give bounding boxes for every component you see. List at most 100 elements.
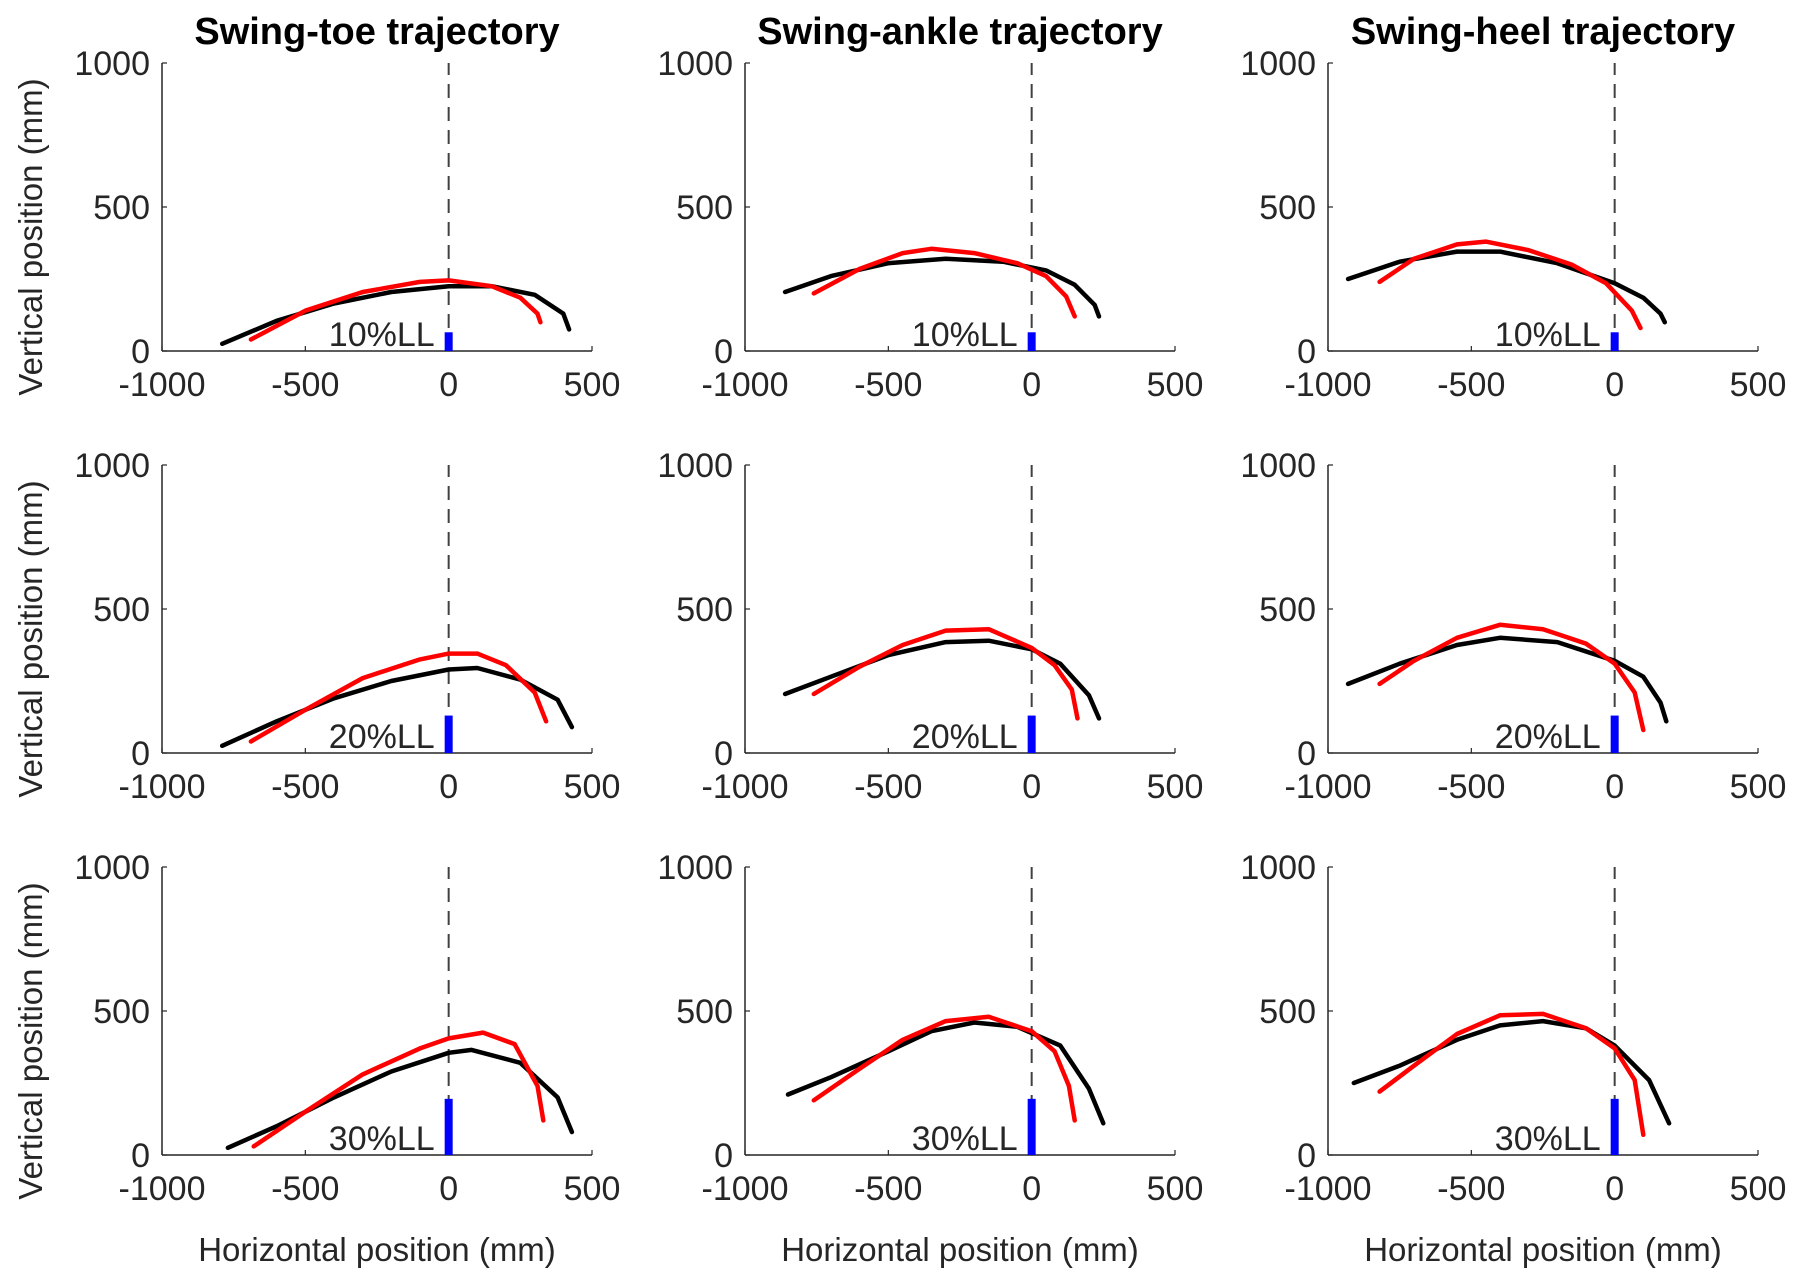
y-axis-label: Vertical position (mm)	[12, 480, 49, 797]
panel-r2-c2: -1000 -500 0 500 0 500 1000 20%LL	[657, 447, 1203, 806]
y-tick-label: 500	[93, 591, 150, 629]
y-tick-label: 0	[1297, 333, 1316, 371]
column-title: Swing-ankle trajectory	[757, 11, 1162, 53]
obstacle-bar	[1027, 1098, 1036, 1155]
x-tick-label: -500	[271, 768, 339, 806]
y-tick-label: 1000	[74, 447, 150, 485]
x-tick-label: -500	[271, 366, 339, 404]
x-tick-label: -1000	[119, 366, 206, 404]
trajectory-red-curve	[248, 278, 543, 342]
y-tick-label: 500	[1259, 993, 1316, 1031]
x-tick-label: -500	[854, 366, 922, 404]
x-tick-label: -1000	[1285, 366, 1372, 404]
x-tick-label: 0	[439, 366, 458, 404]
x-axis-label: Horizontal position (mm)	[1364, 1231, 1722, 1268]
obstacle-bar	[444, 332, 453, 351]
trajectory-red-curve	[811, 626, 1080, 721]
obstacle-bar	[1027, 332, 1036, 351]
y-tick-label: 1000	[1240, 849, 1316, 887]
x-tick-label: 0	[1022, 1170, 1041, 1208]
trajectory-black-curve	[782, 638, 1102, 721]
obstacle-label: 30%LL	[329, 1120, 435, 1158]
trajectory-black-curve	[1351, 1018, 1672, 1126]
obstacle-label: 10%LL	[329, 316, 435, 354]
obstacle-label: 10%LL	[912, 316, 1018, 354]
x-tick-label: -500	[1437, 1170, 1505, 1208]
obstacle-bar	[1610, 715, 1619, 753]
y-tick-label: 500	[676, 189, 733, 227]
x-tick-label: 500	[564, 768, 621, 806]
x-tick-label: 500	[1730, 366, 1787, 404]
panel-r2-c1: -1000 -500 0 500 0 500 1000 20%LL	[74, 447, 620, 806]
x-tick-label: -1000	[119, 1170, 206, 1208]
x-tick-label: -1000	[702, 768, 789, 806]
obstacle-label: 20%LL	[1495, 718, 1601, 756]
obstacle-label: 10%LL	[1495, 316, 1601, 354]
x-tick-label: -1000	[702, 1170, 789, 1208]
panel-r1-c3: -1000 -500 0 500 0 500 1000 10%LL	[1240, 45, 1786, 404]
x-tick-label: 500	[1147, 1170, 1204, 1208]
y-tick-label: 1000	[1240, 447, 1316, 485]
x-axis-label: Horizontal position (mm)	[781, 1231, 1139, 1268]
x-tick-label: -500	[1437, 366, 1505, 404]
y-tick-label: 1000	[1240, 45, 1316, 83]
obstacle-bar	[1610, 1098, 1619, 1155]
obstacle-bar	[1027, 715, 1036, 753]
y-tick-label: 0	[714, 1137, 733, 1175]
x-tick-label: 500	[1147, 768, 1204, 806]
x-tick-label: -1000	[119, 768, 206, 806]
x-tick-label: 0	[1022, 768, 1041, 806]
y-tick-label: 0	[714, 333, 733, 371]
y-tick-label: 1000	[657, 45, 733, 83]
column-title: Swing-toe trajectory	[194, 11, 559, 53]
x-axis-label: Horizontal position (mm)	[198, 1231, 556, 1268]
panel-r3-c1: -1000 -500 0 500 0 500 1000 30%LL	[74, 849, 620, 1208]
y-tick-label: 0	[1297, 735, 1316, 773]
panel-r2-c3: -1000 -500 0 500 0 500 1000 20%LL	[1240, 447, 1786, 806]
y-tick-label: 1000	[657, 849, 733, 887]
obstacle-label: 20%LL	[329, 718, 435, 756]
x-tick-label: -500	[271, 1170, 339, 1208]
y-tick-label: 0	[131, 735, 150, 773]
x-tick-label: 500	[564, 1170, 621, 1208]
y-tick-label: 500	[676, 591, 733, 629]
y-tick-label: 0	[131, 1137, 150, 1175]
panel-r3-c3: -1000 -500 0 500 0 500 1000 30%LL	[1240, 849, 1786, 1208]
x-tick-label: -1000	[702, 366, 789, 404]
trajectory-black-curve	[785, 1020, 1106, 1126]
x-tick-label: 0	[1022, 366, 1041, 404]
obstacle-bar	[1610, 332, 1619, 351]
obstacle-label: 30%LL	[1495, 1120, 1601, 1158]
x-tick-label: 0	[1605, 1170, 1624, 1208]
trajectory-red-curve	[1377, 622, 1646, 733]
panel-r3-c2: -1000 -500 0 500 0 500 1000 30%LL	[657, 849, 1203, 1208]
y-tick-label: 0	[714, 735, 733, 773]
trajectory-black-curve	[1345, 635, 1669, 724]
y-tick-label: 1000	[74, 45, 150, 83]
x-tick-label: 0	[439, 768, 458, 806]
y-tick-label: 1000	[657, 447, 733, 485]
x-tick-label: 500	[1730, 1170, 1787, 1208]
trajectory-red-curve	[1377, 239, 1643, 331]
trajectory-red-curve	[251, 1030, 546, 1149]
y-axis-label: Vertical position (mm)	[12, 78, 49, 395]
x-tick-label: 500	[1730, 768, 1787, 806]
x-tick-label: 500	[1147, 366, 1204, 404]
x-tick-label: 0	[1605, 366, 1624, 404]
y-tick-label: 0	[1297, 1137, 1316, 1175]
column-title: Swing-heel trajectory	[1351, 11, 1735, 53]
y-axis-label: Vertical position (mm)	[12, 882, 49, 1199]
y-tick-label: 500	[1259, 591, 1316, 629]
obstacle-label: 20%LL	[912, 718, 1018, 756]
x-tick-label: 0	[1605, 768, 1624, 806]
trajectory-black-curve	[782, 256, 1102, 319]
y-tick-label: 500	[93, 189, 150, 227]
panel-r1-c2: -1000 -500 0 500 0 500 1000 10%LL	[657, 45, 1203, 404]
obstacle-bar	[444, 715, 453, 753]
trajectory-red-curve	[811, 1014, 1077, 1123]
panel-r1-c1: -1000 -500 0 500 0 500 1000 10%LL	[74, 45, 620, 404]
trajectory-red-curve	[248, 651, 549, 744]
obstacle-label: 30%LL	[912, 1120, 1018, 1158]
trajectory-red-curve	[1377, 1011, 1646, 1138]
y-tick-label: 500	[676, 993, 733, 1031]
